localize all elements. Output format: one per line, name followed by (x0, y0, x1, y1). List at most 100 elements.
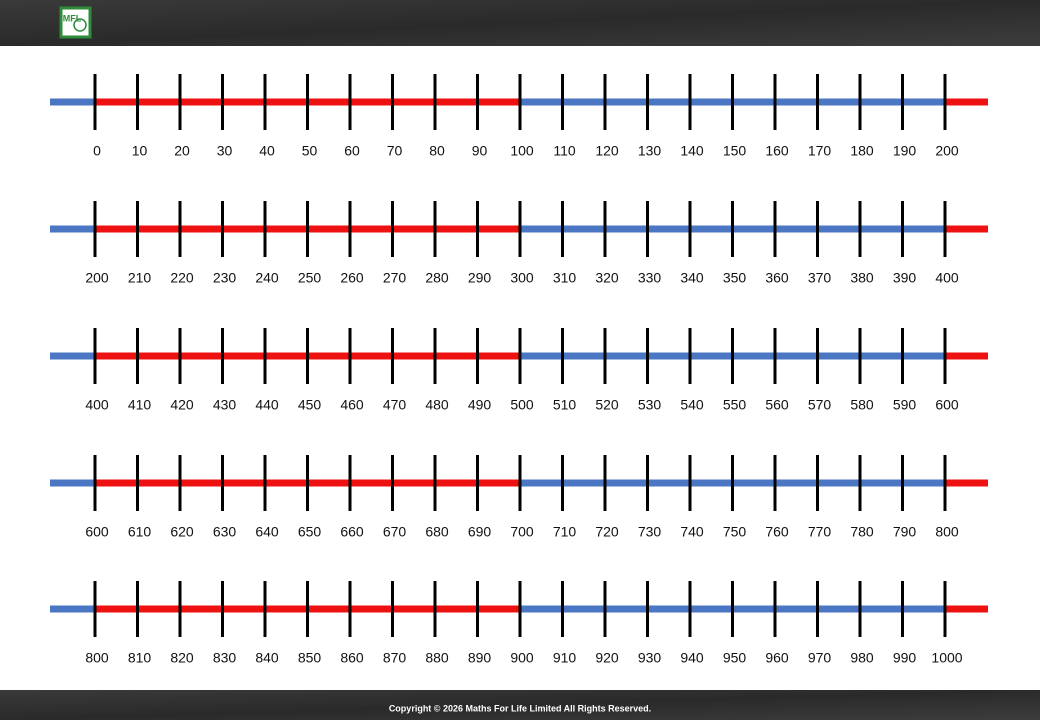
tick-label: 230 (213, 270, 237, 286)
tick-label: 840 (255, 650, 279, 666)
tick-label: 80 (429, 143, 445, 159)
tick-label: 630 (213, 524, 237, 540)
tick-label: 570 (808, 397, 832, 413)
tick-label: 420 (170, 397, 194, 413)
tick-label: 470 (383, 397, 407, 413)
tick-label: 500 (510, 397, 534, 413)
tick-label: 200 (935, 143, 959, 159)
tick-label: 270 (383, 270, 407, 286)
tick-label: 560 (765, 397, 789, 413)
tick-label: 930 (638, 650, 662, 666)
tick-label: 820 (170, 650, 194, 666)
tick-label: 220 (170, 270, 194, 286)
tick-label: 680 (425, 524, 449, 540)
tick-label: 540 (680, 397, 704, 413)
tick-label: 120 (595, 143, 619, 159)
tick-label: 690 (468, 524, 492, 540)
tick-label: 830 (213, 650, 237, 666)
tick-label: 30 (217, 143, 233, 159)
tick-label: 620 (170, 524, 194, 540)
tick-label: 1000 (931, 650, 962, 666)
tick-label: 370 (808, 270, 832, 286)
tick-label: 970 (808, 650, 832, 666)
tick-label: 300 (510, 270, 534, 286)
tick-label: 240 (255, 270, 279, 286)
tick-label: 910 (553, 650, 577, 666)
tick-label: 600 (85, 524, 109, 540)
tick-label: 920 (595, 650, 619, 666)
tick-label: 730 (638, 524, 662, 540)
tick-label: 250 (298, 270, 322, 286)
tick-label: 770 (808, 524, 832, 540)
tick-label: 440 (255, 397, 279, 413)
tick-label: 460 (340, 397, 364, 413)
tick-label: 480 (425, 397, 449, 413)
tick-label: 610 (128, 524, 152, 540)
tick-label: 350 (723, 270, 747, 286)
tick-label: 340 (680, 270, 704, 286)
tick-label: 100 (510, 143, 534, 159)
number-lines: 0 10 20 30 40 50 60 70 80 90 100 110 120 130 140 150 160… (50, 74, 988, 666)
tick-label: 760 (765, 524, 789, 540)
copyright: Copyright © 2026 Maths For Life Limited … (389, 703, 651, 713)
tick-label: 530 (638, 397, 662, 413)
tick-label: 850 (298, 650, 322, 666)
tick-label: 780 (850, 524, 874, 540)
tick-label: 170 (808, 143, 832, 159)
tick-label: 400 (935, 270, 959, 286)
tick-label: 670 (383, 524, 407, 540)
tick-label: 10 (132, 143, 148, 159)
tick-label: 750 (723, 524, 747, 540)
tick-label: 200 (85, 270, 109, 286)
tick-label: 490 (468, 397, 492, 413)
tick-label: 180 (850, 143, 874, 159)
tick-label: 900 (510, 650, 534, 666)
tick-label: 580 (850, 397, 874, 413)
tick-label: 60 (344, 143, 360, 159)
tick-label: 640 (255, 524, 279, 540)
tick-label: 990 (893, 650, 917, 666)
tick-label: 40 (259, 143, 275, 159)
footer-band (0, 690, 1040, 720)
tick-label: 190 (893, 143, 917, 159)
tick-label: 320 (595, 270, 619, 286)
tick-label: 980 (850, 650, 874, 666)
logo-clock (73, 18, 87, 32)
tick-label: 890 (468, 650, 492, 666)
tick-label: 150 (723, 143, 747, 159)
tick-label: 70 (387, 143, 403, 159)
tick-label: 310 (553, 270, 577, 286)
tick-label: 650 (298, 524, 322, 540)
tick-label: 520 (595, 397, 619, 413)
tick-label: 50 (302, 143, 318, 159)
tick-label: 870 (383, 650, 407, 666)
tick-label: 140 (680, 143, 704, 159)
tick-label: 20 (174, 143, 190, 159)
tick-label: 950 (723, 650, 747, 666)
tick-label: 90 (472, 143, 488, 159)
tick-label: 720 (595, 524, 619, 540)
tick-label: 590 (893, 397, 917, 413)
logo-text: MFL (63, 13, 82, 23)
tick-label: 880 (425, 650, 449, 666)
tick-label: 800 (935, 524, 959, 540)
tick-label: 740 (680, 524, 704, 540)
tick-label: 790 (893, 524, 917, 540)
tick-label: 290 (468, 270, 492, 286)
tick-label: 550 (723, 397, 747, 413)
tick-label: 360 (765, 270, 789, 286)
tick-label: 390 (893, 270, 917, 286)
tick-label: 430 (213, 397, 237, 413)
tick-label: 130 (638, 143, 662, 159)
tick-label: 0 (93, 143, 101, 159)
tick-label: 110 (553, 143, 576, 159)
tick-label: 810 (128, 650, 152, 666)
tick-label: 800 (85, 650, 109, 666)
tick-label: 400 (85, 397, 109, 413)
tick-label: 700 (510, 524, 534, 540)
tick-label: 260 (340, 270, 364, 286)
tick-label: 330 (638, 270, 662, 286)
tick-label: 600 (935, 397, 959, 413)
tick-label: 510 (553, 397, 577, 413)
